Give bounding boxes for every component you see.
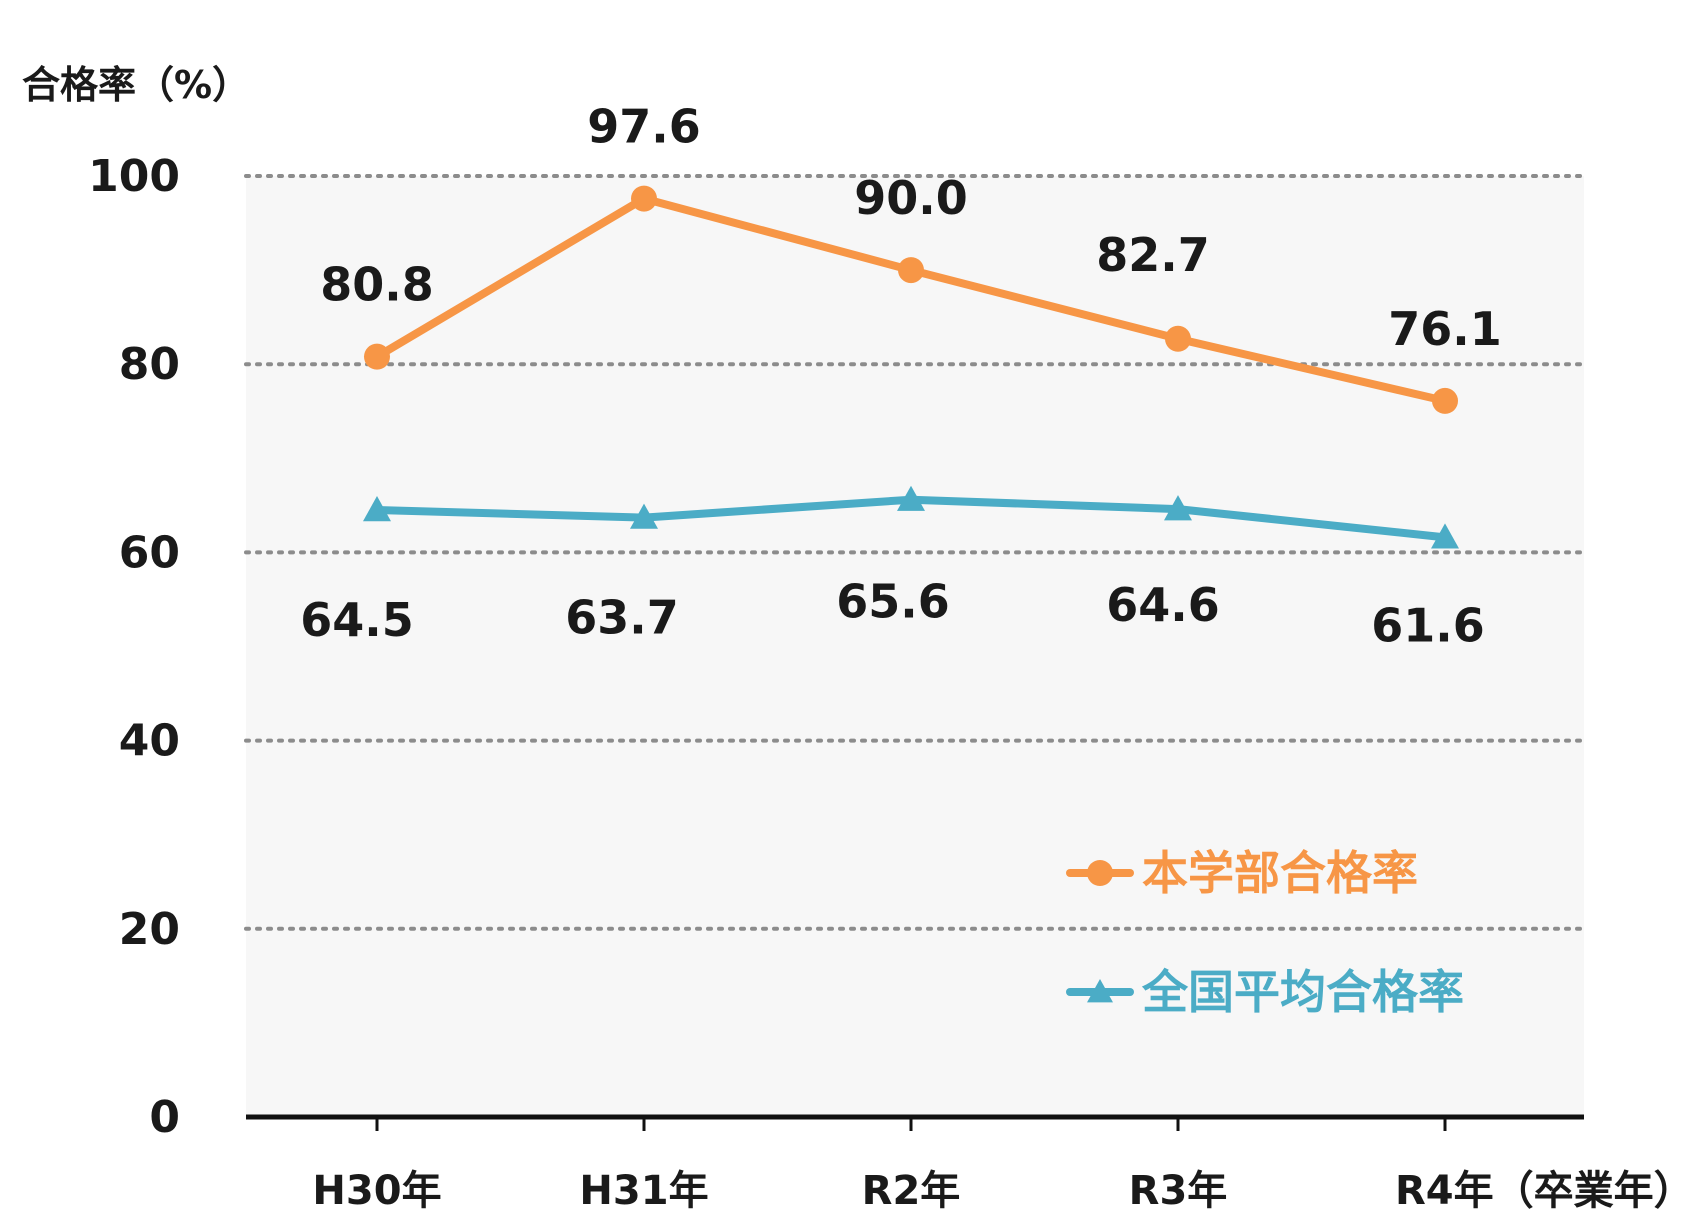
- series-layer: [363, 185, 1459, 549]
- x-tick-label-1: H31年: [579, 1168, 708, 1214]
- point-main-0: [364, 343, 390, 370]
- data-label-national-1: 63.7: [565, 591, 679, 645]
- plot-background: [246, 176, 1584, 1117]
- data-label-national-2: 65.6: [836, 575, 950, 629]
- x-tick-label-0: H30年: [312, 1168, 441, 1214]
- legend-swatch-marker-national: [1087, 979, 1113, 1003]
- point-main-4: [1432, 387, 1458, 414]
- legend-label-national: 全国平均合格率: [1141, 965, 1464, 1019]
- data-label-main-4: 76.1: [1388, 302, 1502, 356]
- legend-item-national: 全国平均合格率: [1066, 965, 1464, 1019]
- data-label-main-1: 97.6: [587, 100, 701, 154]
- y-tick-label-100: 100: [88, 151, 180, 202]
- y-tick-label-60: 60: [119, 527, 180, 578]
- point-national-4: [1431, 523, 1459, 549]
- point-national-0: [363, 496, 391, 522]
- point-national-3: [1164, 495, 1192, 521]
- grid-lines: [244, 174, 1586, 931]
- y-tick-label-20: 20: [119, 904, 180, 955]
- y-tick-label-0: 0: [149, 1092, 180, 1143]
- point-national-2: [897, 485, 925, 511]
- x-tick-label-2: R2年: [862, 1168, 961, 1214]
- legend-item-main: 本学部合格率: [1066, 846, 1418, 900]
- data-label-main-2: 90.0: [854, 171, 968, 225]
- x-tick-label-4: R4年（卒業年）: [1395, 1168, 1694, 1214]
- data-label-main-0: 80.8: [320, 258, 434, 312]
- y-axis-title: 合格率（%）: [22, 63, 250, 107]
- point-main-1: [631, 185, 657, 212]
- x-axis-tick-labels: H30年 H31年 R2年 R3年 R4年（卒業年）: [312, 1168, 1693, 1214]
- data-labels: 80.8 97.6 90.0 82.7 76.1 64.5 63.7 65.6 64.6 61.6: [300, 100, 1502, 653]
- point-national-1: [630, 503, 658, 529]
- y-axis-tick-labels: 0 20 40 60 80 100: [88, 151, 180, 1143]
- legend-label-main: 本学部合格率: [1142, 846, 1418, 900]
- data-label-national-0: 64.5: [300, 593, 414, 647]
- point-main-2: [898, 257, 924, 284]
- data-label-main-3: 82.7: [1096, 228, 1210, 282]
- x-tick-label-3: R3年: [1129, 1168, 1228, 1214]
- legend-swatch-marker-main: [1087, 860, 1113, 886]
- data-label-national-3: 64.6: [1106, 578, 1220, 632]
- y-tick-label-40: 40: [119, 716, 180, 767]
- point-main-3: [1165, 325, 1191, 352]
- x-axis-ticks: [375, 1117, 1447, 1131]
- data-label-national-4: 61.6: [1371, 598, 1485, 652]
- y-tick-label-80: 80: [119, 339, 180, 390]
